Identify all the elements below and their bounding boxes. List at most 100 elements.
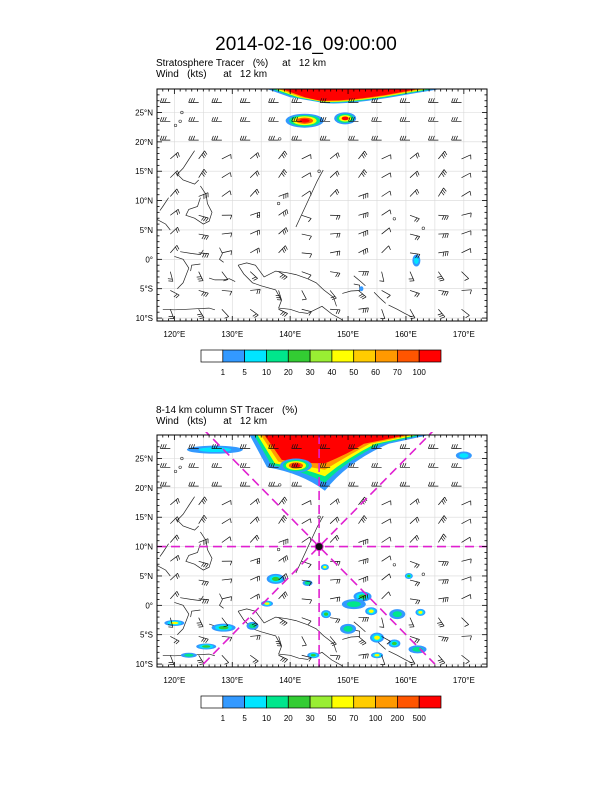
panel1-barb-feather: [205, 217, 209, 222]
panel1-wind-barb: [358, 169, 367, 178]
panel2-wind-barb: [408, 617, 415, 628]
panel2-barb-feather: [464, 624, 469, 627]
panel2-barb-feather: [257, 516, 260, 522]
panel2-barb-feather: [281, 518, 285, 523]
panel1-barb-feather: [416, 218, 420, 223]
panel2-wind-barb: [249, 534, 260, 543]
panel1-wind-barb: [461, 190, 472, 197]
panel1-barb-shaft: [250, 289, 261, 291]
panel1-colorbar-swatch: [375, 349, 398, 363]
panel2-wind-barb: [188, 462, 199, 468]
panel2-barb-feather: [470, 518, 472, 524]
panel2-barb-feather: [469, 537, 472, 542]
panel1-barb-feather: [199, 317, 205, 319]
panel1-wind-barb: [399, 116, 411, 122]
panel2-barb-feather: [338, 561, 341, 566]
panel2-wind-barb: [221, 617, 229, 628]
panel2-barb-feather: [350, 444, 353, 449]
panel2-barb-shaft: [409, 560, 420, 566]
panel1-barb-feather: [415, 253, 419, 259]
panel2-coastline: [176, 496, 199, 531]
panel1-barb-feather: [284, 228, 287, 234]
panel2-wind-barb: [437, 617, 445, 628]
panel1-x-tick-label: 140°E: [279, 330, 301, 339]
panel1-barb-feather: [442, 171, 446, 176]
panel1-wind-barb: [301, 214, 312, 223]
panel1-wind-barb: [250, 289, 261, 295]
panel1-barb-feather: [336, 189, 340, 194]
panel1-barb-feather: [409, 315, 414, 318]
panel2-barb-feather: [282, 558, 285, 563]
panel2-barb-feather: [453, 444, 456, 449]
panel2-barb-feather: [371, 462, 374, 468]
panel1-barb-feather: [363, 250, 365, 255]
panel2-barb-feather: [270, 444, 273, 449]
panel2-barb-feather: [365, 595, 367, 600]
panel1-wind-barb: [330, 250, 341, 256]
panel1-barb-feather: [443, 291, 447, 296]
panel1-wind-barb: [358, 307, 369, 313]
panel2-barb-feather: [177, 573, 180, 578]
panel2-barb-feather: [239, 444, 243, 449]
panel2-barb-feather: [285, 573, 289, 578]
panel1-barb-shaft: [461, 212, 472, 216]
panel2-barb-feather: [284, 556, 287, 562]
panel2-wind-barb: [348, 481, 359, 487]
panel2-wind-barb: [428, 481, 439, 487]
panel1-barb-feather: [272, 98, 275, 103]
panel1-barb-feather: [284, 210, 287, 216]
panel1-barb-feather: [256, 188, 260, 194]
panel1-barb-feather: [348, 116, 351, 122]
panel2-wind-barb: [409, 655, 416, 665]
panel1-barb-feather: [401, 135, 405, 141]
panel2-barb-feather: [319, 462, 323, 468]
panel1-coastline: [174, 256, 190, 289]
panel1-barb-feather: [444, 150, 448, 156]
panel1-barb-feather: [350, 116, 353, 122]
panel2-x-tick-label: 120°E: [163, 676, 185, 685]
panel2-barb-shaft: [250, 654, 259, 662]
panel2-barb-feather: [362, 642, 367, 646]
panel1-barb-feather: [173, 293, 178, 298]
panel1-barb-feather: [389, 227, 392, 233]
panel1-barb-shaft: [381, 190, 391, 197]
panel1-barb-feather: [177, 227, 180, 232]
panel1-wind-barb: [438, 290, 449, 296]
panel1-barb-feather: [414, 217, 418, 222]
panel1-wind-barb: [461, 248, 472, 254]
panel1-subtitle: Stratosphere Tracer (%) at 12 km Wind (k…: [156, 58, 326, 80]
panel2-barb-feather: [256, 635, 259, 641]
panel1-barb-feather: [337, 170, 340, 176]
panel1-wind-barb: [239, 98, 251, 103]
panel2-barb-feather: [362, 617, 365, 622]
panel2-barb-shaft: [409, 579, 420, 583]
panel1-barb-feather: [167, 278, 173, 280]
panel2-wind-barb: [239, 481, 251, 487]
panel2-wind-barb: [330, 617, 341, 624]
panel2-wind-barb: [437, 655, 446, 665]
panel2-barb-shaft: [329, 498, 339, 506]
panel2-wind-barb: [301, 518, 312, 524]
panel2-barb-feather: [335, 518, 338, 523]
panel1-barb-feather: [291, 135, 294, 141]
panel1-barb-feather: [295, 98, 299, 103]
panel1-wind-barb: [399, 135, 411, 141]
panel1-barb-feather: [229, 190, 232, 196]
panel1-barb-shaft: [198, 214, 209, 219]
panel2-barb-feather: [440, 662, 446, 665]
panel1-barb-feather: [213, 135, 216, 141]
panel1-wind-barb: [451, 98, 462, 103]
panel2-barb-feather: [337, 498, 340, 504]
panel1-wind-barb: [438, 250, 449, 257]
panel2-barb-feather: [443, 637, 447, 642]
panel2-coastline: [174, 602, 190, 635]
panel1-wind-barb: [348, 116, 359, 122]
panel2-barb-feather: [363, 596, 365, 601]
panel1-wind-barb: [278, 209, 289, 217]
panel1-island: [278, 137, 282, 141]
panel2-colorbar-swatch: [266, 695, 289, 709]
panel2-wind-barb: [249, 617, 258, 627]
panel1-wind-barb: [358, 270, 369, 276]
panel2-wind-barb: [239, 462, 251, 468]
panel2-wind-barb: [198, 598, 210, 604]
